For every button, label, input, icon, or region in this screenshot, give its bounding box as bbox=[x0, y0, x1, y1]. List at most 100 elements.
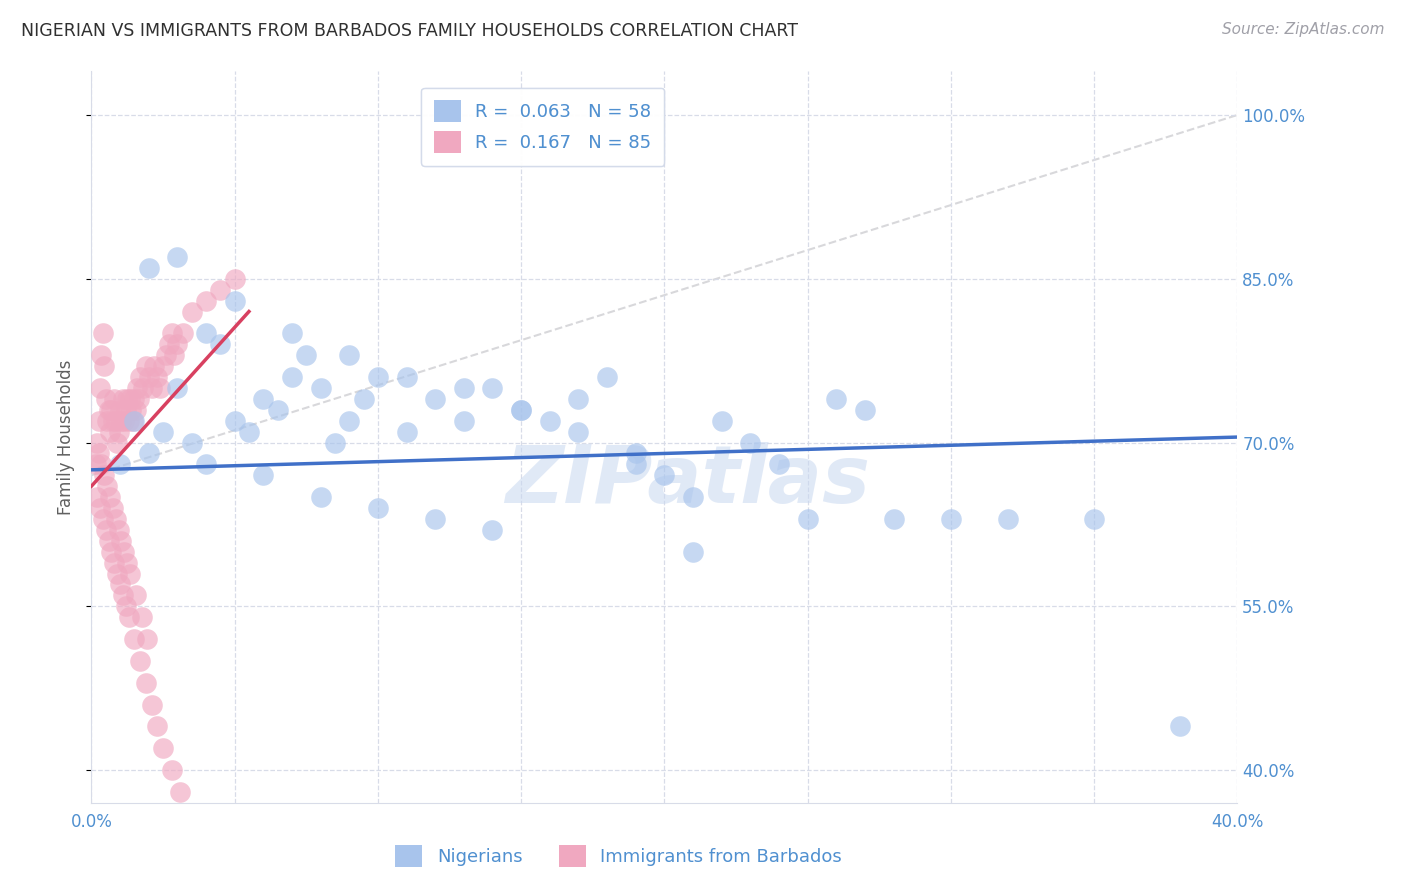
Point bbox=[281, 370, 304, 384]
Point bbox=[166, 381, 188, 395]
Point bbox=[224, 414, 246, 428]
Point bbox=[94, 523, 117, 537]
Point bbox=[1168, 719, 1191, 733]
Point bbox=[93, 468, 115, 483]
Point bbox=[155, 348, 177, 362]
Point bbox=[136, 632, 159, 646]
Point bbox=[481, 381, 503, 395]
Point bbox=[114, 402, 136, 417]
Point bbox=[252, 468, 274, 483]
Point bbox=[89, 381, 111, 395]
Point bbox=[337, 414, 360, 428]
Point bbox=[105, 566, 128, 581]
Point bbox=[120, 392, 142, 406]
Text: Source: ZipAtlas.com: Source: ZipAtlas.com bbox=[1222, 22, 1385, 37]
Point bbox=[90, 458, 112, 472]
Point bbox=[853, 402, 876, 417]
Point bbox=[141, 698, 163, 712]
Point bbox=[682, 545, 704, 559]
Point bbox=[114, 599, 136, 614]
Point bbox=[101, 501, 124, 516]
Point bbox=[117, 414, 139, 428]
Point bbox=[939, 512, 962, 526]
Point bbox=[238, 425, 260, 439]
Point bbox=[453, 414, 475, 428]
Point bbox=[98, 490, 121, 504]
Point bbox=[740, 435, 762, 450]
Point bbox=[96, 414, 118, 428]
Point bbox=[127, 381, 149, 395]
Point bbox=[98, 425, 121, 439]
Point bbox=[108, 402, 131, 417]
Point bbox=[86, 435, 108, 450]
Point bbox=[125, 588, 148, 602]
Point bbox=[105, 435, 128, 450]
Point bbox=[93, 359, 115, 373]
Point bbox=[624, 458, 647, 472]
Point bbox=[111, 392, 134, 406]
Point bbox=[281, 326, 304, 341]
Point bbox=[104, 414, 127, 428]
Point bbox=[825, 392, 848, 406]
Point bbox=[124, 392, 146, 406]
Point bbox=[152, 359, 174, 373]
Point bbox=[138, 370, 160, 384]
Point bbox=[90, 348, 112, 362]
Point bbox=[224, 293, 246, 308]
Point bbox=[209, 337, 232, 351]
Point bbox=[103, 392, 125, 406]
Point bbox=[97, 533, 120, 548]
Point bbox=[997, 512, 1019, 526]
Point bbox=[510, 402, 533, 417]
Point bbox=[97, 402, 120, 417]
Point bbox=[224, 272, 246, 286]
Point bbox=[160, 763, 183, 777]
Point bbox=[110, 414, 132, 428]
Point bbox=[128, 392, 150, 406]
Point bbox=[194, 293, 217, 308]
Text: NIGERIAN VS IMMIGRANTS FROM BARBADOS FAMILY HOUSEHOLDS CORRELATION CHART: NIGERIAN VS IMMIGRANTS FROM BARBADOS FAM… bbox=[21, 22, 799, 40]
Point bbox=[295, 348, 318, 362]
Point bbox=[117, 610, 139, 624]
Point bbox=[141, 381, 163, 395]
Point bbox=[124, 414, 146, 428]
Point bbox=[166, 250, 188, 264]
Point bbox=[796, 512, 818, 526]
Point bbox=[209, 283, 232, 297]
Point bbox=[624, 446, 647, 460]
Point bbox=[152, 425, 174, 439]
Point bbox=[115, 392, 138, 406]
Legend: Nigerians, Immigrants from Barbados: Nigerians, Immigrants from Barbados bbox=[388, 838, 849, 874]
Point bbox=[108, 577, 131, 591]
Point bbox=[194, 326, 217, 341]
Point bbox=[166, 337, 188, 351]
Point bbox=[567, 392, 589, 406]
Point bbox=[129, 370, 152, 384]
Point bbox=[453, 381, 475, 395]
Point bbox=[107, 425, 129, 439]
Point bbox=[146, 370, 169, 384]
Point bbox=[652, 468, 675, 483]
Point bbox=[152, 741, 174, 756]
Point bbox=[101, 414, 124, 428]
Point bbox=[146, 719, 169, 733]
Point bbox=[567, 425, 589, 439]
Point bbox=[129, 654, 152, 668]
Legend: R =  0.063   N = 58, R =  0.167   N = 85: R = 0.063 N = 58, R = 0.167 N = 85 bbox=[422, 87, 664, 166]
Point bbox=[100, 402, 122, 417]
Point bbox=[149, 381, 172, 395]
Point bbox=[710, 414, 733, 428]
Point bbox=[157, 337, 180, 351]
Point bbox=[89, 501, 111, 516]
Point bbox=[96, 479, 118, 493]
Point bbox=[104, 512, 127, 526]
Point bbox=[94, 392, 117, 406]
Point bbox=[309, 490, 332, 504]
Point bbox=[112, 414, 135, 428]
Point bbox=[112, 545, 135, 559]
Point bbox=[135, 675, 157, 690]
Point bbox=[423, 512, 446, 526]
Point bbox=[169, 785, 191, 799]
Y-axis label: Family Households: Family Households bbox=[58, 359, 76, 515]
Point bbox=[768, 458, 790, 472]
